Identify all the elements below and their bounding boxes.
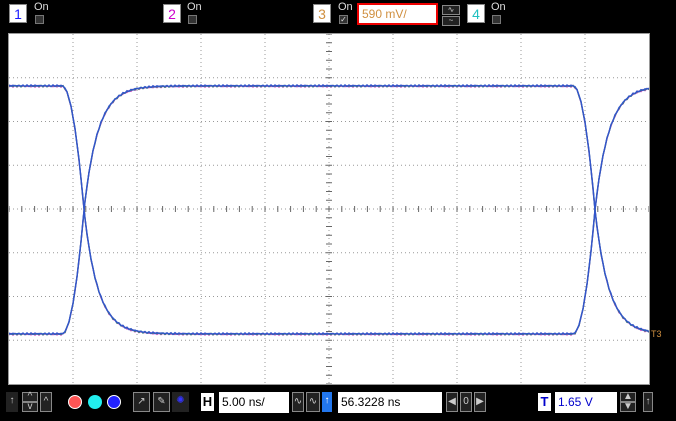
channel-2-checkbox[interactable] (188, 15, 197, 24)
vertical-fine-button[interactable]: ^ (40, 392, 52, 412)
trigger-down-button[interactable]: ▼ (620, 402, 636, 412)
scale-up-button[interactable]: ∿ (306, 392, 320, 412)
delay-right-button[interactable]: ▶ (474, 392, 486, 412)
red-color-button[interactable] (68, 395, 82, 409)
trigger-level-marker[interactable]: T3 (651, 329, 662, 339)
channel-4-on-label: On (491, 1, 506, 13)
delay-left-button[interactable]: ◀ (446, 392, 458, 412)
vertical-down-button[interactable]: v (22, 402, 38, 412)
waveform-trace (8, 84, 650, 336)
waveform-graticule (8, 33, 650, 385)
blue-color-button[interactable] (107, 395, 121, 409)
scale-down-button[interactable]: ~ (442, 16, 460, 26)
channel-3-on-label: On (338, 1, 353, 13)
channel-3-scale-input[interactable]: 590 mV/ (357, 3, 438, 25)
delay-zero-button[interactable]: 0 (460, 392, 472, 412)
channel-3-button[interactable]: 3 (313, 4, 331, 23)
trigger-arrow-icon[interactable]: ↑ (643, 392, 653, 412)
channel-1-checkbox[interactable] (35, 15, 44, 24)
horizontal-scale-input[interactable]: 5.00 ns/ (219, 392, 289, 413)
scale-up-button[interactable]: ∿ (442, 5, 460, 15)
left-arrow-icon[interactable]: ↑ (6, 392, 18, 412)
trigger-up-button[interactable]: ▲ (620, 392, 636, 402)
vertical-up-button[interactable]: ^ (22, 392, 38, 402)
trigger-level-input[interactable]: 1.65 V (555, 392, 617, 413)
waveform-trace (8, 84, 650, 336)
delay-reference-icon[interactable]: ↑ (322, 392, 332, 412)
horizontal-delay-input[interactable]: 56.3228 ns (338, 392, 442, 413)
channel-3-checkbox[interactable]: ✓ (339, 15, 348, 24)
intensity-icon[interactable]: ✺ (172, 392, 189, 412)
channel-1-on-label: On (34, 1, 49, 13)
waveform-display[interactable] (8, 33, 650, 385)
trigger-label: T (537, 392, 552, 412)
channel-2-button[interactable]: 2 (163, 4, 181, 23)
channel-2-on-label: On (187, 1, 202, 13)
horizontal-label: H (200, 392, 215, 412)
scale-down-button[interactable]: ∿ (292, 392, 304, 412)
channel-4-button[interactable]: 4 (467, 4, 485, 23)
channel-4-checkbox[interactable] (492, 15, 501, 24)
clear-display-icon[interactable]: ✎ (153, 392, 170, 412)
autoscale-icon[interactable]: ↗ (133, 392, 150, 412)
channel-1-button[interactable]: 1 (9, 4, 27, 23)
cyan-color-button[interactable] (88, 395, 102, 409)
